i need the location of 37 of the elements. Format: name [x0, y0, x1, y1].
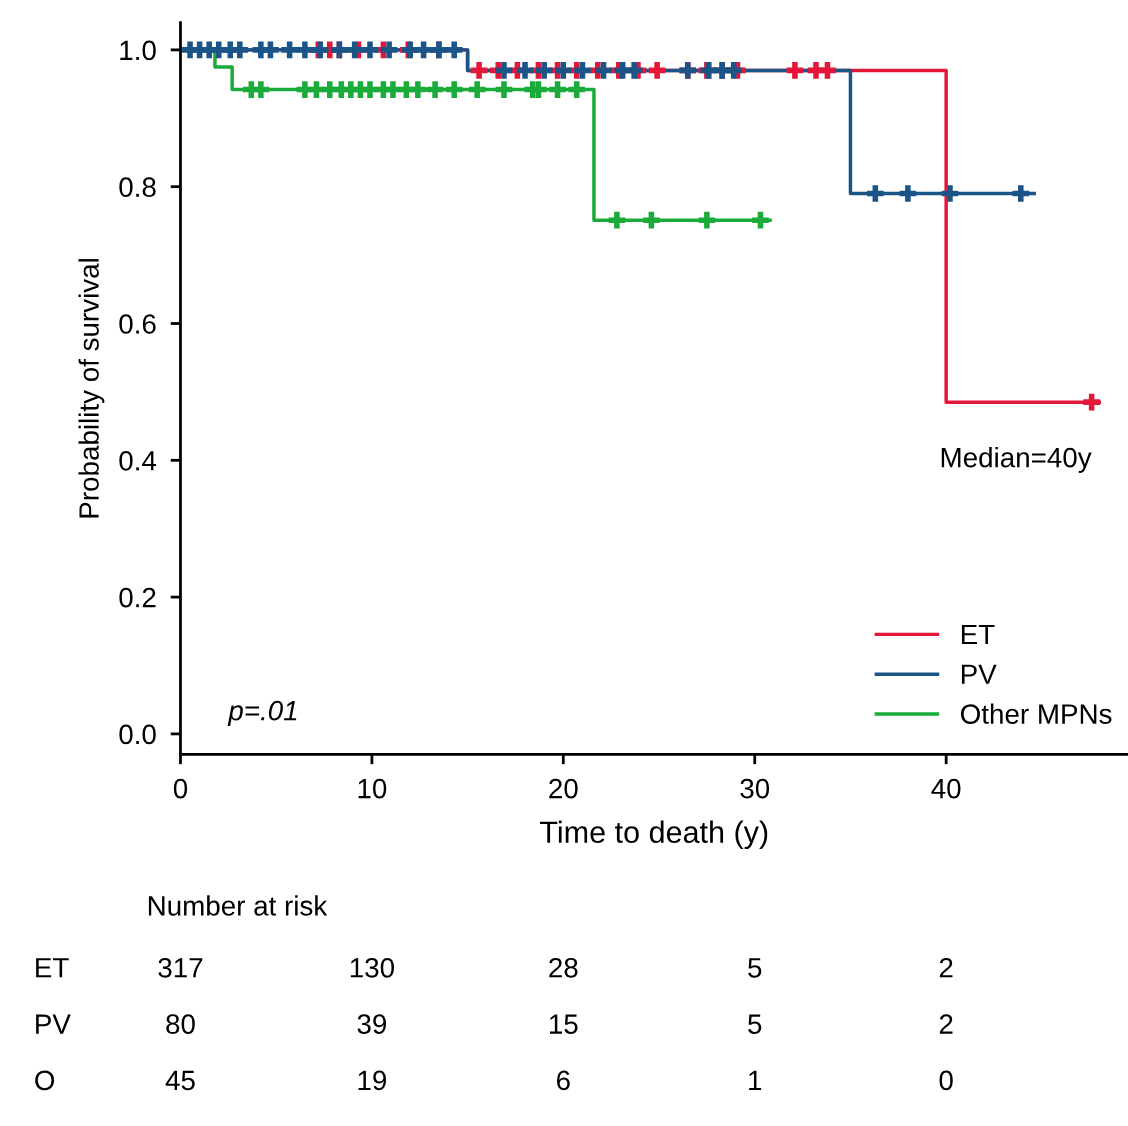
y-axis-title: Probability of survival: [78, 259, 105, 518]
legend-label: ET: [961, 624, 995, 645]
legend-label: Other MPNs: [960, 703, 1112, 724]
text: 0: [939, 1070, 953, 1091]
text: O: [35, 1070, 55, 1091]
text: 1: [749, 1070, 762, 1090]
text: 317: [158, 957, 203, 978]
y-tick-label: 0.2: [119, 587, 156, 608]
text: Number at risk: [148, 895, 328, 916]
x-axis-title: Time to death (y): [540, 820, 768, 850]
x-tick-label: 0: [173, 778, 188, 799]
text: 5: [748, 1014, 762, 1034]
text: 130: [350, 957, 394, 978]
text: 45: [165, 1070, 195, 1091]
annotation: p=.01: [227, 700, 297, 726]
x-tick-label: 10: [358, 778, 387, 799]
y-tick-label: 0.4: [119, 450, 157, 471]
text: 19: [358, 1070, 387, 1091]
y-tick-label: 1.0: [120, 40, 156, 61]
text: 6: [557, 1070, 570, 1091]
y-tick-label: 0.8: [119, 177, 156, 198]
x-tick-label: 40: [931, 778, 961, 799]
text: 39: [357, 1014, 387, 1034]
text: ET: [36, 958, 69, 978]
legend-label: PV: [961, 664, 997, 684]
x-tick-label: 30: [740, 778, 770, 799]
text: 2: [939, 1014, 953, 1034]
text: 80: [166, 1014, 195, 1034]
y-tick-label: 0.0: [119, 724, 156, 745]
text: PV: [36, 1014, 71, 1034]
text: 28: [549, 957, 578, 978]
y-tick-label: 0.6: [119, 314, 156, 334]
text: 15: [549, 1014, 578, 1034]
text: 2: [939, 957, 953, 978]
annotation: Median=40y: [941, 447, 1092, 473]
text: 5: [748, 958, 762, 978]
x-tick-label: 20: [549, 778, 578, 799]
